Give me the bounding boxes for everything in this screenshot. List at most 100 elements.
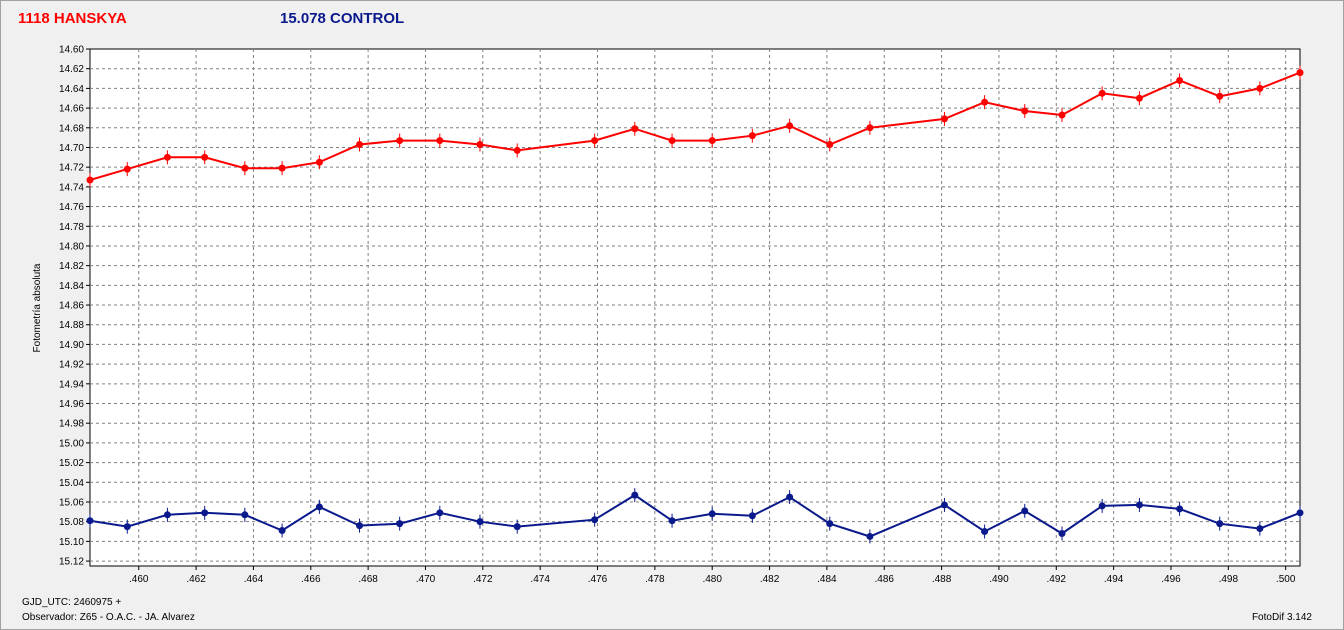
series-target bbox=[86, 65, 1304, 187]
y-tick-label: 14.68 bbox=[59, 123, 84, 134]
y-tick-label: 14.80 bbox=[59, 241, 84, 252]
data-point bbox=[201, 153, 209, 161]
y-tick-label: 14.74 bbox=[59, 182, 84, 193]
data-point bbox=[436, 509, 444, 517]
data-point bbox=[1135, 501, 1143, 509]
y-tick-label: 15.12 bbox=[59, 557, 84, 568]
data-point bbox=[591, 516, 599, 524]
y-tick-label: 15.06 bbox=[59, 497, 84, 508]
data-point bbox=[1176, 505, 1184, 513]
observer-label: Observador: Z65 - O.A.C. - JA. Alvarez bbox=[22, 612, 195, 623]
x-tick-label: .480 bbox=[702, 574, 722, 585]
software-label: FotoDif 3.142 bbox=[1251, 612, 1312, 623]
series-line bbox=[89, 493, 1301, 538]
data-point bbox=[1216, 92, 1224, 100]
data-point bbox=[748, 132, 756, 140]
data-point bbox=[1021, 107, 1029, 115]
y-tick-label: 14.76 bbox=[59, 202, 84, 213]
x-tick-label: .500 bbox=[1276, 574, 1296, 585]
data-point bbox=[1021, 507, 1029, 515]
data-point bbox=[866, 532, 874, 540]
data-point bbox=[631, 125, 639, 133]
data-point bbox=[315, 503, 323, 511]
y-axis-ticks: 14.60 14.62 14.64 14.66 14.68 14.70 14.72 14.74… bbox=[59, 45, 90, 568]
x-axis-ticks: .460 .462 .464 .466 .468 .470 .472 .474 .476 .478… bbox=[129, 566, 1296, 585]
data-point bbox=[315, 158, 323, 166]
y-tick-label: 15.08 bbox=[59, 517, 84, 528]
data-point bbox=[356, 522, 364, 530]
x-tick-label: .490 bbox=[989, 574, 1009, 585]
data-point bbox=[1058, 530, 1066, 538]
x-tick-label: .478 bbox=[645, 574, 665, 585]
data-point bbox=[1296, 509, 1304, 517]
y-tick-label: 14.84 bbox=[59, 281, 84, 292]
y-tick-label: 14.90 bbox=[59, 340, 84, 351]
y-tick-label: 14.66 bbox=[59, 104, 84, 115]
target-star-label: 1118 HANSKYA bbox=[18, 10, 127, 27]
data-point bbox=[591, 137, 599, 145]
y-tick-label: 15.04 bbox=[59, 478, 84, 489]
data-point bbox=[396, 137, 404, 145]
data-point bbox=[123, 523, 131, 531]
y-tick-label: 14.92 bbox=[59, 360, 84, 371]
grid-lines bbox=[90, 49, 1300, 566]
x-tick-label: .482 bbox=[760, 574, 780, 585]
data-point bbox=[866, 124, 874, 132]
data-point bbox=[1176, 77, 1184, 85]
plot-area bbox=[89, 48, 1301, 567]
y-tick-label: 14.86 bbox=[59, 301, 84, 312]
data-point bbox=[668, 517, 676, 525]
data-point bbox=[163, 511, 171, 519]
data-point bbox=[708, 137, 716, 145]
data-point bbox=[1058, 111, 1066, 119]
data-point bbox=[1216, 520, 1224, 528]
x-tick-label: .496 bbox=[1161, 574, 1181, 585]
data-point bbox=[786, 493, 794, 501]
data-point bbox=[396, 520, 404, 528]
data-point bbox=[513, 146, 521, 154]
y-tick-label: 15.02 bbox=[59, 458, 84, 469]
data-point bbox=[668, 137, 676, 145]
data-point bbox=[631, 491, 639, 499]
data-point bbox=[86, 176, 94, 184]
control-star-label: 15.078 CONTROL bbox=[280, 10, 405, 27]
x-tick-label: .464 bbox=[244, 574, 264, 585]
data-point bbox=[826, 141, 834, 149]
y-tick-label: 14.98 bbox=[59, 419, 84, 430]
data-point bbox=[278, 527, 286, 535]
x-tick-label: .476 bbox=[588, 574, 608, 585]
data-point bbox=[278, 164, 286, 172]
data-point bbox=[786, 122, 794, 130]
data-point bbox=[1098, 502, 1106, 510]
x-tick-label: .494 bbox=[1104, 574, 1124, 585]
x-tick-label: .488 bbox=[932, 574, 952, 585]
y-tick-label: 14.94 bbox=[59, 379, 84, 390]
y-tick-label: 14.96 bbox=[59, 399, 84, 410]
y-axis-label: Fotometría absoluta bbox=[32, 263, 43, 352]
x-tick-label: .492 bbox=[1047, 574, 1067, 585]
data-point bbox=[1296, 69, 1304, 77]
x-tick-label: .498 bbox=[1219, 574, 1239, 585]
x-tick-label: .474 bbox=[530, 574, 550, 585]
y-tick-label: 14.78 bbox=[59, 222, 84, 233]
gjd-label: GJD_UTC: 2460975 + bbox=[22, 597, 122, 608]
data-point bbox=[1098, 89, 1106, 97]
y-tick-label: 14.88 bbox=[59, 320, 84, 331]
series-group bbox=[86, 65, 1304, 544]
x-tick-label: .466 bbox=[301, 574, 321, 585]
data-point bbox=[163, 153, 171, 161]
data-point bbox=[1135, 94, 1143, 102]
x-tick-label: .486 bbox=[875, 574, 895, 585]
y-tick-label: 15.10 bbox=[59, 537, 84, 548]
data-point bbox=[940, 501, 948, 509]
data-point bbox=[708, 510, 716, 518]
x-tick-label: .472 bbox=[473, 574, 493, 585]
x-tick-label: .462 bbox=[186, 574, 206, 585]
data-point bbox=[1256, 84, 1264, 92]
y-tick-label: 14.62 bbox=[59, 64, 84, 75]
data-point bbox=[436, 137, 444, 145]
data-point bbox=[1256, 525, 1264, 533]
x-tick-label: .468 bbox=[358, 574, 378, 585]
y-tick-label: 14.82 bbox=[59, 261, 84, 272]
